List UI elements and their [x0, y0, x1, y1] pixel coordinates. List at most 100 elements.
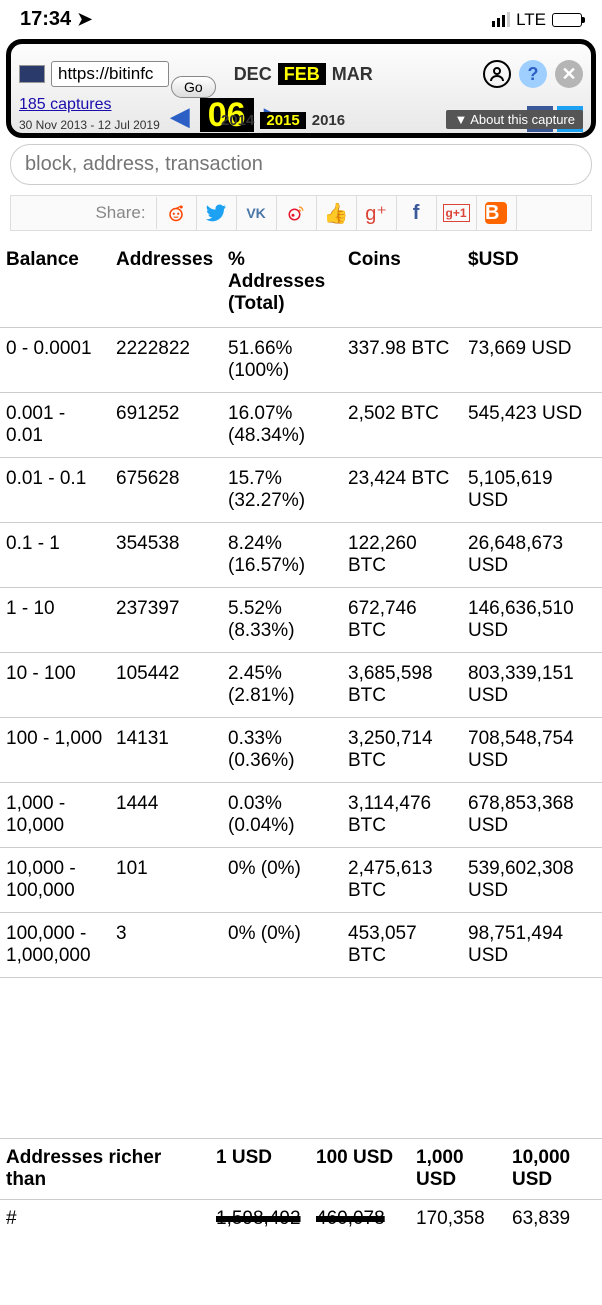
richer-h2: 100 USD [310, 1139, 410, 1200]
cell-pct: 0.33% (0.36%) [222, 718, 342, 783]
wayback-logo-icon[interactable] [19, 65, 45, 83]
col-addresses[interactable]: Addresses [110, 241, 222, 328]
wayback-month-prev[interactable]: DEC [228, 63, 278, 85]
wayback-url-input[interactable] [51, 61, 169, 87]
cell-balance: 0.001 - 0.01 [0, 393, 110, 458]
location-services-icon: ➤ [77, 9, 92, 30]
vk-icon[interactable]: VK [237, 196, 277, 230]
cell-pct: 8.24% (16.57%) [222, 523, 342, 588]
richer-val-3: 170,358 [410, 1200, 506, 1239]
share-label: Share: [85, 197, 156, 229]
capture-date-range: 30 Nov 2013 - 12 Jul 2019 [19, 118, 160, 132]
cell-usd: 678,853,368 USD [462, 783, 602, 848]
twitter-icon[interactable] [197, 196, 237, 230]
cell-coins: 672,746 BTC [342, 588, 462, 653]
google-plus-icon[interactable]: g⁺ [357, 196, 397, 230]
table-row: 0 - 0.0001222282251.66% (100%)337.98 BTC… [0, 328, 602, 393]
table-row: 10 - 1001054422.45% (2.81%)3,685,598 BTC… [0, 653, 602, 718]
wayback-go-button[interactable]: Go [171, 76, 216, 98]
richer-hash: # [0, 1200, 210, 1239]
cell-addresses: 2222822 [110, 328, 222, 393]
richer-val-1: 1,598,492 [210, 1200, 310, 1239]
col-coins[interactable]: Coins [342, 241, 462, 328]
richer-h1: 1 USD [210, 1139, 310, 1200]
cell-addresses: 675628 [110, 458, 222, 523]
like-icon[interactable]: 👍 [317, 196, 357, 230]
cell-balance: 0.01 - 0.1 [0, 458, 110, 523]
table-row: 1,000 - 10,00014440.03% (0.04%)3,114,476… [0, 783, 602, 848]
cell-pct: 0% (0%) [222, 913, 342, 978]
wayback-prev-arrow-icon[interactable]: ◀ [166, 101, 194, 132]
table-row: 0.001 - 0.0169125216.07% (48.34%)2,502 B… [0, 393, 602, 458]
cell-addresses: 691252 [110, 393, 222, 458]
wayback-month-current: FEB [278, 63, 326, 85]
wayback-year-current: 2015 [260, 112, 305, 129]
cell-addresses: 354538 [110, 523, 222, 588]
cell-addresses: 237397 [110, 588, 222, 653]
search-input[interactable] [10, 144, 592, 185]
cell-usd: 539,602,308 USD [462, 848, 602, 913]
cell-balance: 100 - 1,000 [0, 718, 110, 783]
cell-usd: 146,636,510 USD [462, 588, 602, 653]
cell-usd: 5,105,619 USD [462, 458, 602, 523]
network-type: LTE [516, 10, 546, 30]
google-plus-one-icon[interactable]: g+1 [437, 196, 477, 230]
cell-addresses: 105442 [110, 653, 222, 718]
cell-coins: 2,475,613 BTC [342, 848, 462, 913]
wayback-year-prev[interactable]: 2014 [215, 112, 260, 129]
cell-signal-icon [492, 12, 510, 27]
table-row: 1 - 102373975.52% (8.33%)672,746 BTC146,… [0, 588, 602, 653]
cell-coins: 337.98 BTC [342, 328, 462, 393]
close-wayback-icon[interactable]: ✕ [555, 60, 583, 88]
cell-balance: 1 - 10 [0, 588, 110, 653]
cell-usd: 73,669 USD [462, 328, 602, 393]
cell-addresses: 101 [110, 848, 222, 913]
cell-pct: 0% (0%) [222, 848, 342, 913]
cell-balance: 10 - 100 [0, 653, 110, 718]
table-row: 0.1 - 13545388.24% (16.57%)122,260 BTC26… [0, 523, 602, 588]
richer-val-4: 63,839 [506, 1200, 602, 1239]
cell-addresses: 14131 [110, 718, 222, 783]
table-row: 0.01 - 0.167562815.7% (32.27%)23,424 BTC… [0, 458, 602, 523]
col-usd[interactable]: $USD [462, 241, 602, 328]
cell-coins: 3,685,598 BTC [342, 653, 462, 718]
reddit-share-icon[interactable] [157, 196, 197, 230]
cell-usd: 545,423 USD [462, 393, 602, 458]
blogger-icon[interactable]: B [477, 196, 517, 230]
captures-link[interactable]: 185 captures [19, 96, 160, 114]
cell-pct: 15.7% (32.27%) [222, 458, 342, 523]
facebook-icon[interactable]: f [397, 196, 437, 230]
cell-addresses: 1444 [110, 783, 222, 848]
table-row: 10,000 - 100,0001010% (0%)2,475,613 BTC5… [0, 848, 602, 913]
cell-coins: 453,057 BTC [342, 913, 462, 978]
cell-balance: 10,000 - 100,000 [0, 848, 110, 913]
table-row: 100 - 1,000141310.33% (0.36%)3,250,714 B… [0, 718, 602, 783]
user-account-icon[interactable] [483, 60, 511, 88]
richer-table: Addresses richer than 1 USD 100 USD 1,00… [0, 1138, 602, 1238]
cell-usd: 803,339,151 USD [462, 653, 602, 718]
help-icon[interactable]: ? [519, 60, 547, 88]
cell-coins: 23,424 BTC [342, 458, 462, 523]
wayback-toolbar: Go DEC FEB MAR ? ✕ 185 captures 30 Nov 2… [6, 39, 596, 138]
cell-coins: 122,260 BTC [342, 523, 462, 588]
cell-pct: 5.52% (8.33%) [222, 588, 342, 653]
wayback-month-next[interactable]: MAR [326, 63, 379, 85]
cell-addresses: 3 [110, 913, 222, 978]
cell-balance: 100,000 - 1,000,000 [0, 913, 110, 978]
wayback-year-next[interactable]: 2016 [306, 112, 351, 129]
battery-icon [552, 13, 582, 27]
distribution-table: Balance Addresses % Addresses (Total) Co… [0, 241, 602, 978]
status-time: 17:34 [20, 8, 71, 31]
col-pct[interactable]: % Addresses (Total) [222, 241, 342, 328]
col-balance[interactable]: Balance [0, 241, 110, 328]
cell-coins: 3,250,714 BTC [342, 718, 462, 783]
richer-val-2: 460,078 [310, 1200, 410, 1239]
weibo-icon[interactable] [277, 196, 317, 230]
cell-usd: 26,648,673 USD [462, 523, 602, 588]
cell-balance: 1,000 - 10,000 [0, 783, 110, 848]
cell-pct: 16.07% (48.34%) [222, 393, 342, 458]
cell-pct: 2.45% (2.81%) [222, 653, 342, 718]
about-capture-button[interactable]: ▼ About this capture [446, 110, 583, 129]
cell-balance: 0.1 - 1 [0, 523, 110, 588]
cell-coins: 3,114,476 BTC [342, 783, 462, 848]
